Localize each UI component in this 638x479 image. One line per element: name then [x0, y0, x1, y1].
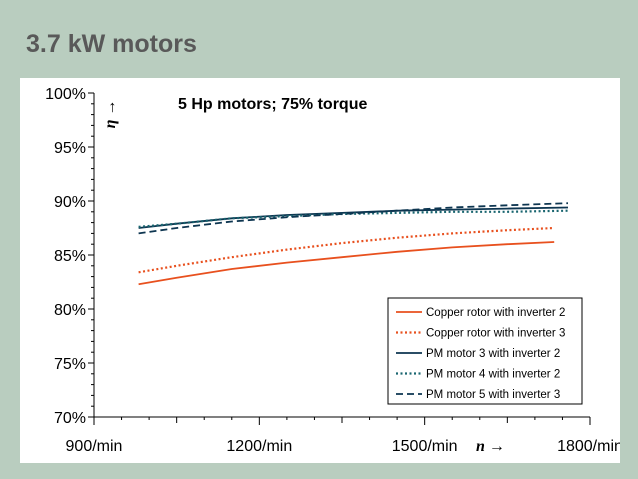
legend-label: Copper rotor with inverter 3 — [426, 328, 565, 340]
y-tick-label: 90% — [54, 194, 86, 211]
series-layer — [138, 202, 569, 286]
legend-label: Copper rotor with inverter 2 — [426, 307, 565, 319]
x-tick-label: 1800/min — [557, 438, 620, 455]
y-tick-label: 85% — [54, 248, 86, 265]
series-line-3 — [138, 206, 569, 229]
x-tick-label: 1200/min — [226, 438, 292, 455]
y-tick-label: 100% — [45, 86, 86, 103]
x-tick-label: 900/min — [66, 438, 123, 455]
y-tick-label: 70% — [54, 410, 86, 427]
series-line-1 — [138, 241, 555, 286]
y-axis-label: η → — [102, 100, 119, 129]
legend: Copper rotor with inverter 2 Copper rotor… — [387, 297, 583, 405]
legend-box — [387, 297, 583, 405]
legend-label: PM motor 4 with inverter 2 — [426, 369, 560, 381]
y-tick-label: 95% — [54, 140, 86, 157]
legend-label: PM motor 5 with inverter 3 — [426, 389, 560, 401]
slide-title: 3.7 kW motors — [26, 30, 197, 58]
chart-panel: 70% 75% 80% 85% 90% 95% 100% 900/min 1200/min 150… — [20, 78, 620, 463]
x-tick-label: 1500/min — [392, 438, 458, 455]
legend-label: PM motor 3 with inverter 2 — [426, 348, 560, 360]
chart-axes: 70% 75% 80% 85% 90% 95% 100% 900/min 1200/min 150… — [45, 86, 620, 455]
series-line-5 — [138, 202, 569, 235]
y-tick-label: 80% — [54, 302, 86, 319]
efficiency-chart: 70% 75% 80% 85% 90% 95% 100% 900/min 1200/min 150… — [45, 86, 620, 455]
y-tick-label: 75% — [54, 356, 86, 373]
series-line-2 — [138, 226, 555, 274]
x-axis-label: n → — [476, 438, 505, 455]
chart-title: 5 Hp motors; 75% torque — [178, 96, 367, 113]
